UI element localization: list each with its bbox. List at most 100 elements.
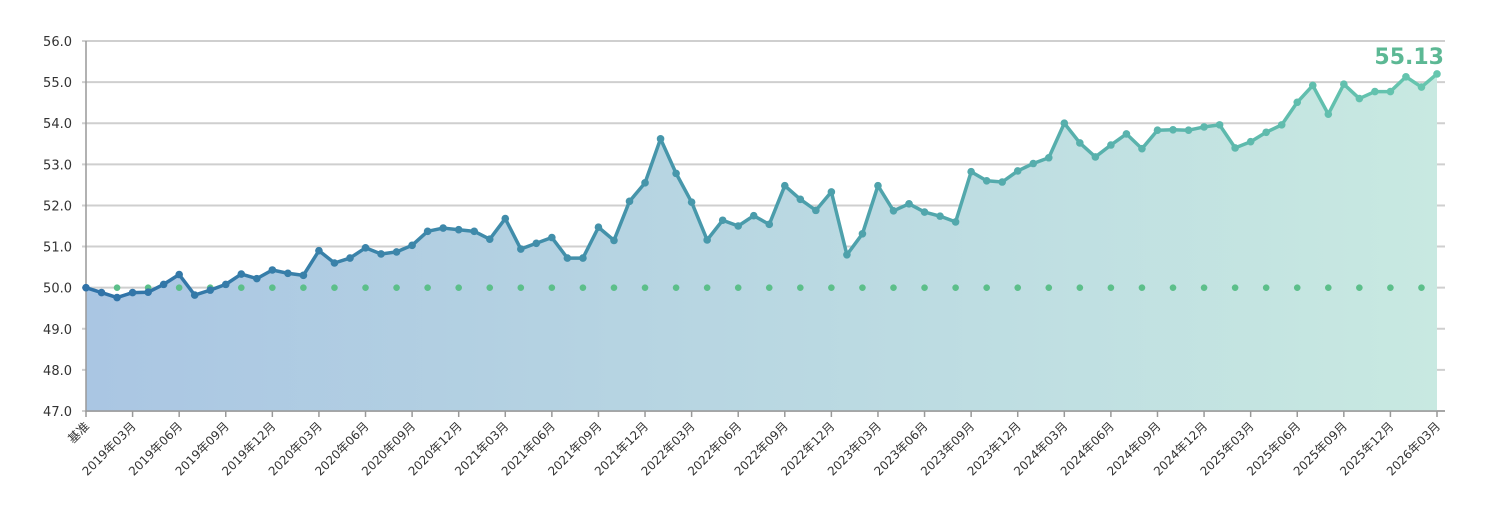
data-point [284,269,292,278]
data-point [1371,87,1379,96]
data-point [190,291,199,299]
y-tick-label: 52.0 [43,199,72,214]
data-point [1355,94,1364,103]
y-tick-label: 55.0 [43,76,72,91]
data-point [361,243,370,252]
data-point [1433,70,1441,78]
data-point [1138,144,1146,153]
data-point [82,283,90,292]
data-point [1402,72,1410,81]
data-point [1107,141,1115,149]
data-point [1153,126,1162,135]
data-point [796,195,805,204]
data-point [641,179,649,187]
data-point [858,230,867,238]
y-axis-ticks: 56.0 55.0 54.0 53.0 52.0 51.0 50.0 49.0 48.0 47.0 [43,35,72,420]
data-point [610,236,618,245]
data-point [579,254,587,262]
data-point [843,250,851,259]
baseline-dot [1169,284,1177,291]
baseline-dot [983,284,990,291]
data-point [563,254,572,262]
baseline-dot [1231,284,1239,291]
data-point [718,216,727,225]
data-point [315,246,323,255]
data-point [780,181,789,190]
baseline-dot [1325,284,1332,291]
data-point [1184,126,1193,135]
baseline-dot [610,284,618,291]
data-point [1293,98,1302,107]
data-point [967,167,975,176]
data-point [905,200,913,208]
data-point [672,169,680,178]
annotations: 55.13 [1374,45,1444,70]
baseline-dot [1076,284,1084,291]
baseline-dot [1107,284,1115,291]
baseline-dot [1418,284,1425,291]
baseline-dot [113,284,121,291]
data-point [1277,121,1286,129]
baseline-dot [641,284,649,291]
data-point [221,280,230,289]
data-point [1091,153,1100,161]
data-point [827,188,836,196]
y-tick-label: 48.0 [43,364,72,379]
data-point [1386,87,1395,96]
data-point [1215,121,1224,129]
data-point [1076,139,1084,147]
data-point [1246,137,1255,146]
baseline-dot [952,284,959,291]
baseline-dot [300,284,307,291]
data-point [1122,130,1131,138]
series-points [82,70,1441,302]
baseline-dot [797,284,804,291]
data-point [889,206,898,215]
baseline-dot [486,284,494,291]
baseline-dot [362,284,369,291]
data-point [548,233,556,242]
baseline-dot [828,284,835,291]
baseline-dot [1138,284,1146,291]
data-point [998,178,1006,186]
baseline-dot [734,284,742,291]
data-point [749,211,758,220]
data-point [144,288,152,296]
baseline-dot [1387,284,1394,291]
baseline-dot [1014,284,1022,291]
data-point [625,197,634,206]
data-point [812,206,820,215]
baseline-dot [175,284,183,291]
y-tick-label: 51.0 [43,241,72,256]
baseline-dot [393,284,400,291]
data-point [128,288,137,297]
baseline-dot [424,284,431,291]
data-point [97,288,106,297]
data-point [1324,110,1333,118]
data-point [936,212,944,220]
data-point [501,214,510,223]
x-tick-label: 基准 [65,419,92,446]
baseline-dot [765,284,773,291]
y-tick-label: 53.0 [43,158,72,173]
baseline-dot [672,284,680,291]
baseline-dot [1262,284,1270,291]
data-point [377,250,385,258]
data-point [159,280,168,289]
data-point [485,235,494,243]
data-point [1417,83,1426,91]
data-point [299,271,308,280]
data-point [517,245,525,253]
y-tick-label: 56.0 [43,35,72,50]
data-point [268,266,277,274]
data-point [454,225,463,234]
data-point [113,293,121,302]
baseline-dot [1045,284,1053,291]
data-point [1262,128,1270,137]
data-point [1308,81,1317,90]
data-point [206,286,215,294]
data-point [1231,144,1239,152]
data-point [920,208,929,216]
data-point [1013,167,1022,175]
